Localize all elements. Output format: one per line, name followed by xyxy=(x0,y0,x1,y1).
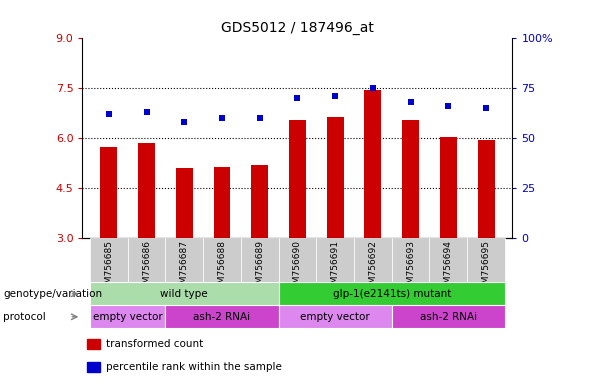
Bar xyxy=(90,282,279,305)
Point xyxy=(368,85,378,91)
Point xyxy=(104,111,114,118)
Point xyxy=(293,95,302,101)
Bar xyxy=(392,305,505,328)
Text: ash-2 RNAi: ash-2 RNAi xyxy=(193,312,250,322)
Bar xyxy=(128,238,166,282)
Bar xyxy=(392,238,429,282)
Bar xyxy=(279,238,316,282)
Point xyxy=(217,115,227,121)
Bar xyxy=(166,238,203,282)
Text: percentile rank within the sample: percentile rank within the sample xyxy=(106,362,282,372)
Text: empty vector: empty vector xyxy=(93,312,163,322)
Text: GSM756692: GSM756692 xyxy=(368,240,378,295)
Bar xyxy=(214,167,230,238)
Text: GSM756689: GSM756689 xyxy=(255,240,264,295)
Bar xyxy=(87,339,100,349)
Text: GSM756687: GSM756687 xyxy=(180,240,189,295)
Bar xyxy=(467,238,505,282)
Text: wild type: wild type xyxy=(160,289,208,299)
Point xyxy=(444,103,453,109)
Text: GSM756686: GSM756686 xyxy=(142,240,151,295)
Text: GSM756690: GSM756690 xyxy=(293,240,302,295)
Point xyxy=(330,93,340,99)
Bar xyxy=(87,362,100,372)
Point xyxy=(481,105,491,111)
Text: genotype/variation: genotype/variation xyxy=(3,289,102,299)
Text: GSM756695: GSM756695 xyxy=(482,240,491,295)
Bar xyxy=(402,120,419,238)
Text: protocol: protocol xyxy=(3,312,46,322)
Bar xyxy=(241,238,279,282)
Text: GSM756688: GSM756688 xyxy=(217,240,227,295)
Text: transformed count: transformed count xyxy=(106,339,203,349)
Text: glp-1(e2141ts) mutant: glp-1(e2141ts) mutant xyxy=(333,289,451,299)
Bar xyxy=(90,238,128,282)
Point xyxy=(406,99,415,105)
Bar xyxy=(252,165,268,238)
Title: GDS5012 / 187496_at: GDS5012 / 187496_at xyxy=(221,21,374,35)
Point xyxy=(142,109,151,115)
Bar xyxy=(316,238,354,282)
Bar xyxy=(279,305,392,328)
Bar xyxy=(203,238,241,282)
Bar xyxy=(478,140,495,238)
Text: GSM756694: GSM756694 xyxy=(444,240,453,295)
Text: ash-2 RNAi: ash-2 RNAi xyxy=(420,312,477,322)
Point xyxy=(255,115,264,121)
Bar xyxy=(429,238,467,282)
Bar xyxy=(279,282,505,305)
Bar xyxy=(176,168,193,238)
Bar xyxy=(440,137,457,238)
Bar xyxy=(354,238,392,282)
Bar xyxy=(90,305,166,328)
Text: empty vector: empty vector xyxy=(300,312,370,322)
Bar xyxy=(365,90,381,238)
Text: GSM756693: GSM756693 xyxy=(406,240,415,295)
Bar xyxy=(100,147,117,238)
Text: GSM756685: GSM756685 xyxy=(104,240,113,295)
Bar xyxy=(327,117,343,238)
Bar xyxy=(138,143,155,238)
Bar xyxy=(289,120,306,238)
Point xyxy=(180,119,189,125)
Bar xyxy=(166,305,279,328)
Text: GSM756691: GSM756691 xyxy=(330,240,340,295)
